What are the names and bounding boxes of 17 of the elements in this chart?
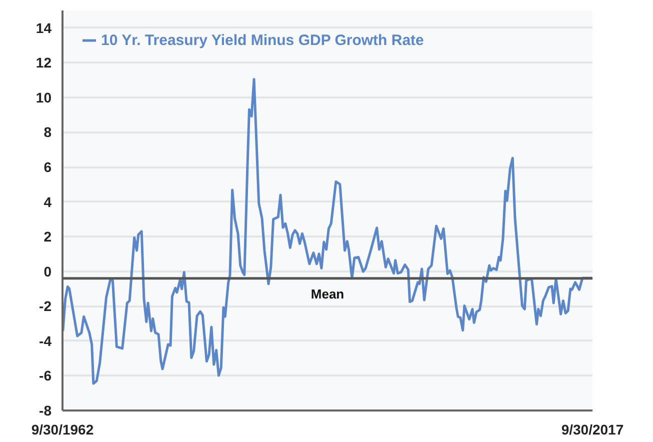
y-tick-label: -8 <box>39 402 52 418</box>
y-tick-label: 2 <box>44 228 52 245</box>
y-tick-label: 6 <box>44 159 52 176</box>
y-tick-label: 10 <box>36 89 52 106</box>
y-tick-label: 14 <box>36 20 52 36</box>
y-tick-label: 12 <box>36 54 52 71</box>
y-tick-label: -2 <box>39 298 52 314</box>
line-series <box>62 78 592 385</box>
x-tick-label: 9/30/2017 <box>561 422 624 438</box>
y-tick-label: -4 <box>39 332 52 349</box>
y-tick-label: 0 <box>44 263 52 280</box>
y-tick-label: -6 <box>39 368 52 384</box>
y-tick-label: 8 <box>44 124 52 140</box>
x-tick-label: 9/30/1962 <box>31 422 94 438</box>
legend-label: 10 Yr. Treasury Yield Minus GDP Growth Rate <box>101 32 424 48</box>
ref-line-label: Mean <box>310 286 344 302</box>
y-tick-label: 4 <box>44 194 52 210</box>
